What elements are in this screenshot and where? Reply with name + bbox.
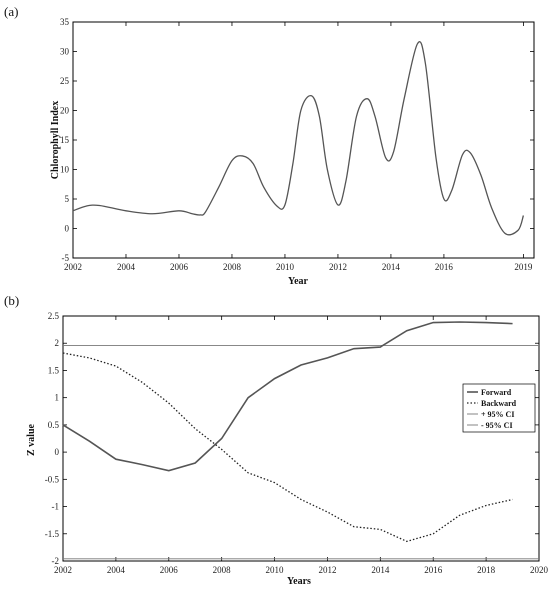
chart-a-xtick-label: 2004 — [117, 262, 136, 272]
chart-a-ticks: 2002 2004 2006 2008 2010 2012 2014 2016 2019-505… — [60, 17, 534, 272]
chart-b-ytick-label: -1 — [52, 502, 60, 512]
forward-series-line — [62, 321, 513, 472]
chart-b-ticks: 2002 2004 2006 2008 2010 2012 2014 2016 2018 2020… — [45, 311, 549, 575]
chart-b-ytick-label: 2.5 — [48, 311, 60, 321]
chart-a-ytick-label: 0 — [65, 224, 70, 234]
chart-a-xtick-label: 2010 — [276, 262, 295, 272]
chart-b-xtick-label: 2002 — [54, 565, 72, 575]
chart-b-ytick-label: 1 — [55, 393, 60, 403]
chart-b-ytick-label: -2 — [52, 556, 60, 566]
chart-a-ytick-label: 35 — [60, 17, 70, 27]
chlorophyll-series-line — [72, 41, 525, 236]
chart-b-xtick-label: 2006 — [160, 565, 179, 575]
chart-a-ytick-label: 30 — [60, 47, 70, 57]
legend-label-ci-minus: - 95% CI — [481, 421, 513, 430]
chart-a-xtick-label: 2016 — [435, 262, 454, 272]
panel-b-label: (b) — [4, 293, 19, 308]
panel-a-label: (a) — [4, 4, 18, 19]
chart-b-ytick-label: 1.5 — [48, 365, 60, 375]
chart-a-ytick-label: 5 — [65, 194, 70, 204]
chart-a-xtick-label: 2002 — [64, 262, 82, 272]
chart-a-xlabel: Year — [288, 276, 309, 287]
chlorophyll-chart: 2002 2004 2006 2008 2010 2012 2014 2016 2019-505… — [50, 17, 535, 287]
chart-b-xtick-label: 2010 — [266, 565, 285, 575]
backward-series-line — [62, 352, 513, 543]
chart-b-xtick-label: 2008 — [213, 565, 232, 575]
chart-a-xtick-label: 2012 — [329, 262, 347, 272]
chart-b-ytick-label: 2 — [55, 338, 60, 348]
legend-label-forward: Forward — [481, 388, 512, 397]
chart-a-ytick-label: 20 — [60, 106, 70, 116]
chart-a-xtick-label: 2014 — [382, 262, 401, 272]
legend-label-ci-plus: + 95% CI — [481, 410, 514, 419]
chart-b-legend: Forward Backward + 95% CI - 95% CI — [462, 383, 536, 433]
chart-b-xtick-label: 2016 — [424, 565, 443, 575]
chart-a-ytick-label: -5 — [62, 253, 70, 263]
chart-b-xlabel: Years — [287, 576, 311, 587]
chart-a-ytick-label: 15 — [60, 135, 70, 145]
chart-b-ytick-label: -0.5 — [45, 474, 60, 484]
chart-a-ytick-label: 10 — [60, 165, 70, 175]
chart-b-ylabel: Z value — [26, 423, 37, 456]
chart-b-ytick-label: 0 — [55, 447, 60, 457]
chart-b-xtick-label: 2018 — [477, 565, 496, 575]
chart-a-ytick-label: 25 — [60, 76, 70, 86]
chart-a-xtick-label: 2006 — [170, 262, 189, 272]
z-value-chart: 2002 2004 2006 2008 2010 2012 2014 2016 2018 2020… — [26, 311, 549, 587]
chart-b-xtick-label: 2012 — [318, 565, 336, 575]
chart-a-xtick-label: 2008 — [223, 262, 242, 272]
chart-a-frame — [72, 21, 535, 259]
chart-b-xtick-label: 2020 — [530, 565, 549, 575]
chart-a-ylabel: Chlorophyll Index — [50, 101, 61, 179]
chart-b-xtick-label: 2014 — [371, 565, 390, 575]
legend-label-backward: Backward — [481, 399, 517, 408]
chart-a-xtick-label: 2019 — [514, 262, 533, 272]
chart-b-frame — [62, 315, 540, 562]
chart-b-ytick-label: -1.5 — [45, 529, 60, 539]
chart-b-xtick-label: 2004 — [107, 565, 126, 575]
chart-b-ytick-label: 0.5 — [48, 420, 60, 430]
